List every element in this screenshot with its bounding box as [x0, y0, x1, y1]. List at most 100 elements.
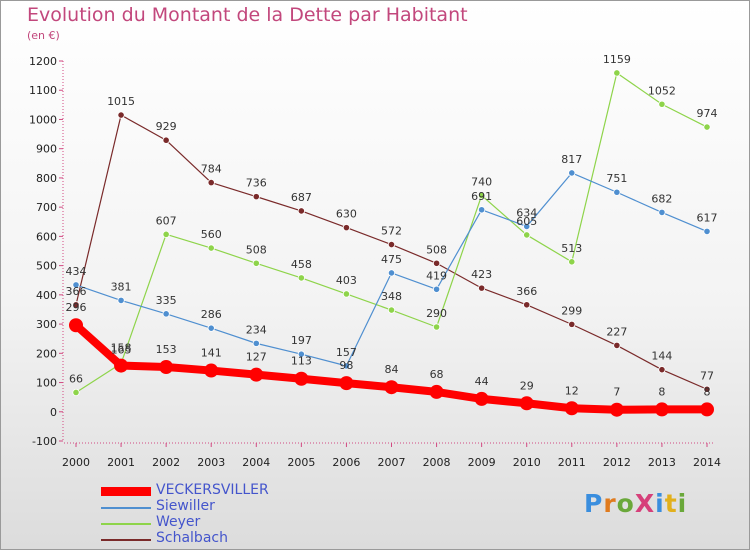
data-point-weyer [387, 306, 396, 314]
data-label-schalbach: 929 [156, 120, 177, 133]
data-point-siewiller [658, 208, 666, 217]
legend-label: Weyer [156, 514, 201, 530]
data-label-weyer: 66 [69, 372, 83, 385]
x-tick-label: 2002 [152, 456, 180, 469]
data-point-veckersviller [700, 402, 714, 417]
data-point-siewiller [432, 285, 441, 293]
data-label-veckersviller: 141 [201, 347, 222, 360]
data-label-veckersviller: 98 [339, 359, 353, 372]
data-label-siewiller: 419 [426, 269, 447, 282]
data-point-siewiller [117, 296, 125, 304]
y-tick-label: 0 [50, 406, 57, 419]
data-label-veckersviller: 8 [658, 385, 665, 398]
y-tick-label: 1000 [29, 113, 57, 126]
data-point-weyer [568, 258, 576, 266]
data-label-weyer: 607 [156, 214, 177, 227]
data-label-weyer: 605 [516, 215, 537, 228]
data-point-schalbach [342, 224, 351, 232]
y-tick-label: 900 [36, 143, 57, 156]
data-label-siewiller: 751 [606, 172, 627, 185]
data-label-siewiller: 197 [291, 334, 312, 347]
data-label-veckersviller: 12 [565, 384, 579, 397]
proxiti-logo: ProXiti [584, 489, 687, 518]
data-label-siewiller: 434 [66, 265, 87, 278]
data-point-veckersviller [519, 396, 534, 411]
x-tick-label: 2007 [378, 456, 406, 469]
data-label-siewiller: 817 [561, 153, 582, 166]
x-tick-label: 2011 [558, 456, 586, 469]
data-label-veckersviller: 153 [156, 343, 177, 356]
data-label-schalbach: 1015 [107, 95, 135, 108]
data-label-veckersviller: 296 [66, 301, 87, 314]
data-label-schalbach: 508 [426, 243, 447, 256]
data-point-siewiller [207, 324, 215, 332]
data-point-schalbach [162, 136, 170, 144]
data-point-veckersviller [114, 358, 129, 373]
data-label-siewiller: 234 [246, 323, 267, 336]
chart-unit: (en €) [27, 29, 60, 42]
data-label-siewiller: 286 [201, 308, 222, 321]
data-point-siewiller [252, 339, 260, 347]
data-label-schalbach: 630 [336, 208, 357, 221]
data-label-weyer: 458 [291, 258, 312, 271]
data-point-siewiller [613, 188, 621, 196]
data-point-siewiller [478, 206, 486, 214]
data-label-siewiller: 157 [336, 346, 357, 359]
data-point-veckersviller [654, 402, 669, 417]
x-tick-label: 2013 [648, 456, 676, 469]
data-label-weyer: 740 [471, 175, 492, 188]
data-point-schalbach [297, 207, 305, 215]
data-point-schalbach [252, 193, 260, 201]
data-point-weyer [342, 290, 351, 298]
data-point-siewiller [523, 222, 531, 231]
data-label-veckersviller: 158 [111, 342, 132, 355]
data-point-weyer [478, 191, 486, 200]
data-point-schalbach [387, 240, 396, 249]
axes: -100 0 100 200 300 400 500 600 700 800 900 1000 1100… [29, 55, 721, 469]
data-point-siewiller [387, 269, 396, 277]
data-point-weyer [613, 69, 621, 77]
logo-letter: o [616, 489, 635, 518]
x-tick-label: 2010 [513, 456, 541, 469]
data-point-weyer [252, 259, 260, 267]
data-label-siewiller: 617 [697, 211, 718, 224]
x-tick-label: 2012 [603, 456, 631, 469]
data-label-schalbach: 299 [561, 304, 582, 317]
y-tick-label: 500 [36, 260, 57, 273]
legend-swatch [101, 539, 151, 541]
data-label-schalbach: 366 [66, 285, 87, 298]
data-label-schalbach: 784 [201, 163, 222, 176]
data-label-weyer: 1159 [603, 53, 631, 66]
chart-title: Evolution du Montant de la Dette par Hab… [27, 4, 468, 26]
data-label-siewiller: 381 [111, 280, 132, 293]
data-point-schalbach [703, 385, 711, 393]
data-label-weyer: 508 [246, 243, 267, 256]
data-label-veckersviller: 29 [520, 379, 534, 392]
data-label-weyer: 290 [426, 307, 447, 320]
data-point-siewiller [703, 227, 711, 236]
data-point-veckersviller [429, 384, 444, 399]
data-point-weyer [297, 274, 305, 282]
data-label-siewiller: 475 [381, 253, 402, 266]
data-label-veckersviller: 84 [385, 363, 399, 376]
data-label-siewiller: 634 [516, 206, 537, 219]
data-label-siewiller: 691 [471, 190, 492, 203]
data-label-schalbach: 144 [651, 350, 672, 363]
data-point-schalbach [207, 179, 215, 187]
data-label-schalbach: 736 [246, 177, 267, 190]
y-tick-label: 800 [36, 172, 57, 185]
y-tick-label: 600 [36, 230, 57, 243]
x-tick-label: 2001 [107, 456, 135, 469]
data-point-schalbach [658, 366, 666, 374]
y-tick-label: -100 [32, 435, 57, 448]
data-point-weyer [703, 123, 711, 131]
logo-letter: X [634, 489, 656, 518]
x-tick-label: 2003 [197, 456, 225, 469]
data-label-schalbach: 423 [471, 268, 492, 281]
data-point-weyer [72, 388, 80, 397]
data-point-veckersviller [69, 318, 83, 333]
data-label-weyer: 403 [336, 274, 357, 287]
data-point-weyer [432, 323, 441, 331]
